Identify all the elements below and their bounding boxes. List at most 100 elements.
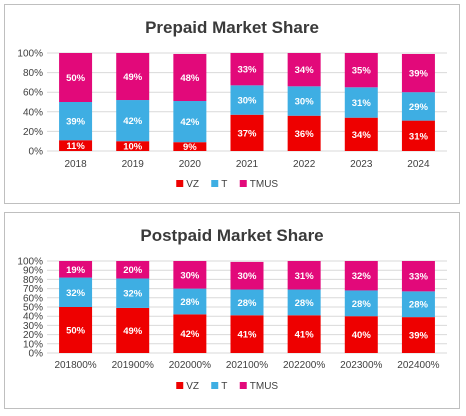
postpaid-bar-vz (116, 307, 150, 353)
prepaid-data-label-vz: 37% (237, 128, 257, 139)
postpaid-y-tick-label: 10% (23, 339, 43, 350)
postpaid-data-label-tmus: 20% (123, 265, 143, 276)
postpaid-bar-tmus (230, 261, 264, 290)
prepaid-bar-t (344, 87, 378, 118)
postpaid-data-label-t: 32% (66, 288, 86, 299)
postpaid-data-label-tmus: 30% (180, 270, 200, 281)
postpaid-bar-t (344, 290, 378, 317)
prepaid-bar-t (173, 101, 207, 143)
prepaid-legend-label-tmus: TMUS (250, 179, 279, 190)
postpaid-x-tick-label: 202200% (283, 360, 325, 371)
prepaid-data-label-vz: 9% (183, 142, 197, 153)
prepaid-data-label-tmus: 34% (295, 65, 315, 76)
postpaid-chart-panel: Postpaid Market Share 0% 10% 20% 30% 40% 50% 60… (4, 212, 460, 409)
postpaid-y-tick-label: 90% (23, 266, 43, 277)
prepaid-data-label-t: 42% (123, 116, 143, 127)
prepaid-data-label-tmus: 48% (180, 73, 200, 84)
postpaid-bar-vz (287, 315, 321, 353)
prepaid-bar-tmus (344, 53, 378, 88)
prepaid-data-label-t: 39% (66, 117, 86, 128)
postpaid-data-label-t: 32% (123, 289, 143, 300)
postpaid-data-label-vz: 50% (66, 326, 86, 337)
prepaid-bar-vz (344, 117, 378, 151)
postpaid-y-tick-label: 20% (23, 330, 43, 341)
postpaid-bar-tmus (116, 261, 150, 279)
postpaid-y-tick-label: 50% (23, 303, 43, 314)
prepaid-data-label-t: 42% (180, 117, 200, 128)
prepaid-bar-tmus (401, 53, 435, 93)
prepaid-data-label-vz: 10% (123, 142, 143, 153)
prepaid-x-tick-label: 2023 (350, 159, 373, 170)
postpaid-x-tick-label: 202000% (169, 360, 211, 371)
postpaid-bar-tmus (287, 261, 321, 290)
prepaid-chart-title: Prepaid Market Share (145, 18, 319, 37)
postpaid-data-label-vz: 39% (409, 331, 429, 342)
prepaid-bar-vz (401, 120, 435, 151)
postpaid-data-label-vz: 49% (123, 326, 143, 337)
postpaid-legend-swatch-t (211, 382, 219, 389)
prepaid-y-tick-label: 40% (23, 107, 43, 118)
postpaid-y-tick-label: 0% (29, 349, 44, 360)
prepaid-data-label-t: 30% (295, 97, 315, 108)
prepaid-legend-swatch-tmus (239, 180, 247, 187)
prepaid-chart-panel: Prepaid Market Share 0% 20% 40% 60% 80% 100% 11… (4, 4, 460, 204)
postpaid-x-tick-label: 202400% (397, 360, 439, 371)
prepaid-x-tick-label: 2021 (236, 159, 259, 170)
prepaid-bar-t (116, 100, 150, 142)
prepaid-x-tick-label: 2024 (407, 159, 430, 170)
postpaid-chart-title: Postpaid Market Share (140, 226, 323, 245)
postpaid-data-label-vz: 41% (237, 330, 257, 341)
prepaid-bar-tmus (230, 53, 264, 86)
postpaid-y-tick-label: 60% (23, 293, 43, 304)
postpaid-x-tick-label: 201800% (54, 360, 96, 371)
prepaid-data-label-vz: 11% (66, 141, 85, 152)
prepaid-bar-tmus (173, 53, 207, 102)
postpaid-data-label-tmus: 19% (66, 265, 86, 276)
prepaid-legend-label-vz: VZ (186, 179, 199, 190)
postpaid-data-label-t: 28% (237, 298, 257, 309)
postpaid-bar-tmus (344, 261, 378, 291)
postpaid-bar-vz (59, 307, 93, 353)
prepaid-chart: Prepaid Market Share 0% 20% 40% 60% 80% 100% 11… (17, 18, 447, 190)
postpaid-legend-label-vz: VZ (186, 381, 199, 392)
prepaid-bar-vz (116, 141, 150, 151)
prepaid-data-label-vz: 36% (295, 129, 315, 140)
postpaid-y-tick-label: 40% (23, 312, 43, 323)
postpaid-bar-t (173, 288, 207, 315)
prepaid-data-label-vz: 34% (352, 130, 372, 141)
prepaid-x-tick-label: 2020 (179, 159, 202, 170)
postpaid-data-label-tmus: 31% (295, 271, 315, 282)
postpaid-data-label-vz: 40% (352, 330, 372, 341)
postpaid-y-tick-label: 70% (23, 284, 43, 295)
prepaid-legend-label-t: T (221, 179, 227, 190)
postpaid-x-tick-label: 202100% (226, 360, 268, 371)
prepaid-data-label-tmus: 39% (409, 69, 429, 80)
postpaid-y-tick-label: 100% (17, 257, 43, 268)
prepaid-bar-tmus (116, 53, 150, 101)
postpaid-bar-t (59, 277, 93, 307)
prepaid-data-label-tmus: 35% (352, 66, 372, 77)
postpaid-bar-vz (344, 316, 378, 353)
postpaid-bar-t (401, 291, 435, 318)
prepaid-bar-t (287, 86, 321, 116)
postpaid-bar-t (287, 289, 321, 316)
postpaid-data-label-vz: 41% (295, 330, 315, 341)
postpaid-legend-label-t: T (221, 381, 227, 392)
postpaid-legend-label-tmus: TMUS (250, 381, 279, 392)
postpaid-bar-vz (230, 315, 264, 353)
prepaid-y-tick-label: 20% (23, 127, 43, 138)
prepaid-y-tick-label: 60% (23, 88, 43, 99)
postpaid-data-label-t: 28% (295, 298, 315, 309)
prepaid-bar-tmus (287, 53, 321, 87)
postpaid-bar-tmus (173, 261, 207, 289)
prepaid-bar-vz (59, 140, 93, 151)
prepaid-data-label-tmus: 49% (123, 72, 143, 83)
prepaid-bar-vz (173, 142, 207, 151)
prepaid-bar-vz (287, 115, 321, 151)
prepaid-y-tick-label: 0% (29, 147, 44, 158)
prepaid-x-tick-label: 2022 (293, 159, 316, 170)
prepaid-y-tick-label: 80% (23, 68, 43, 79)
postpaid-data-label-tmus: 30% (237, 271, 257, 282)
postpaid-bar-tmus (59, 261, 93, 278)
postpaid-x-tick-label: 202300% (340, 360, 382, 371)
